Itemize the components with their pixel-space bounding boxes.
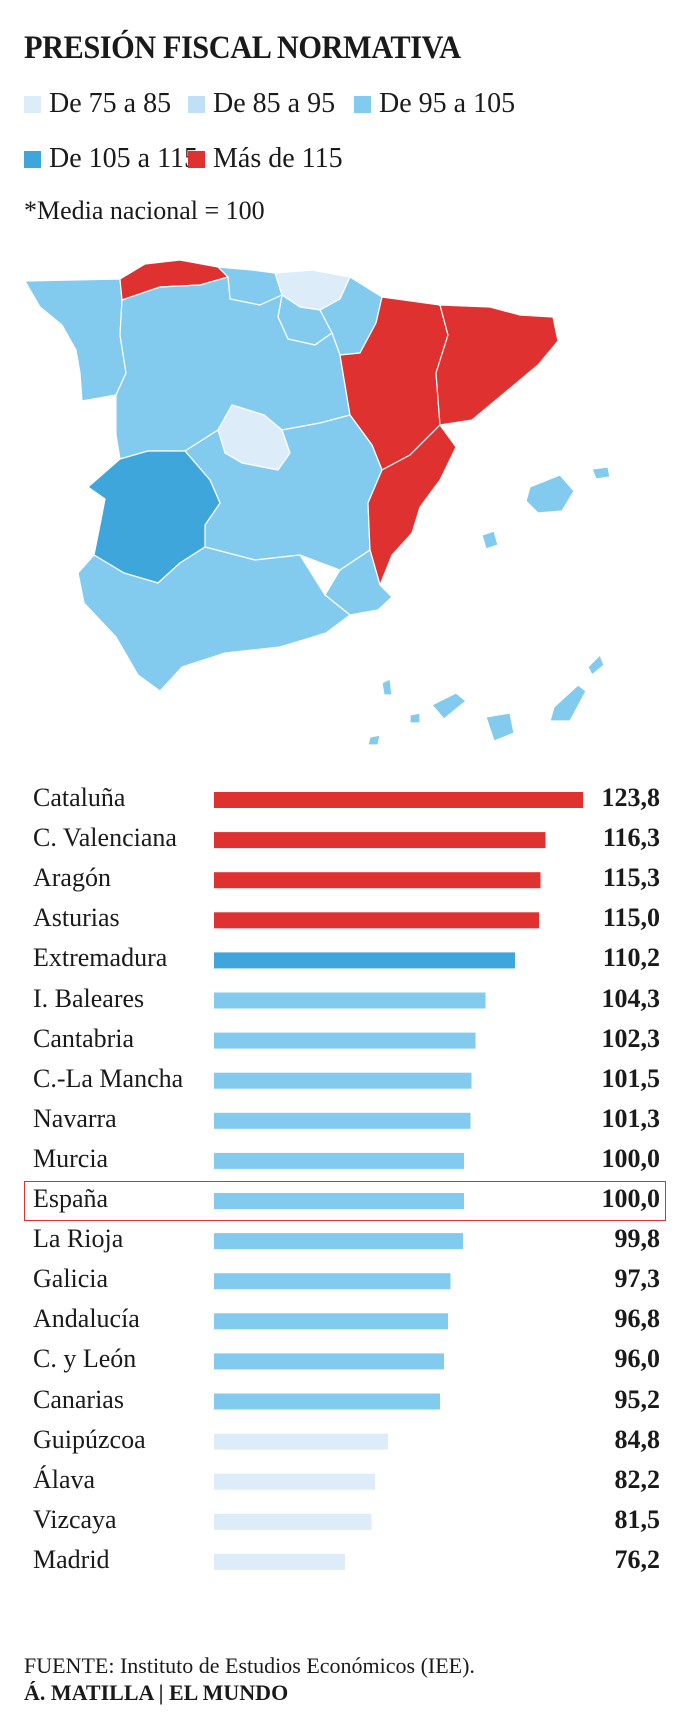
bar-extremadura bbox=[214, 952, 515, 969]
legend-item-85-95: De 85 a 95 bbox=[188, 88, 335, 120]
bar-label-la-rioja: La Rioja bbox=[33, 1224, 124, 1254]
bar-label-asturias: Asturias bbox=[33, 903, 120, 933]
map-region-canarias-gomera bbox=[409, 712, 421, 724]
bar-guipuzcoa bbox=[214, 1433, 388, 1450]
bar-value-extremadura: 110,2 bbox=[602, 943, 660, 973]
map-region-baleares-menorca bbox=[591, 466, 611, 480]
bar-label-cataluna: Cataluña bbox=[33, 783, 126, 812]
bar-i-baleares bbox=[214, 992, 486, 1009]
map-region-c-valenciana bbox=[367, 424, 457, 586]
bar-value-cantabria: 102,3 bbox=[601, 1023, 661, 1053]
bar-value-canarias: 95,2 bbox=[614, 1384, 661, 1414]
highlight-box-espana bbox=[24, 1181, 666, 1221]
bar-madrid bbox=[214, 1553, 345, 1570]
bar-label-madrid: Madrid bbox=[33, 1544, 110, 1574]
legend-label: Más de 115 bbox=[213, 143, 343, 174]
map-region-canarias-gran-canaria bbox=[485, 712, 515, 742]
bar-label-alava: Álava bbox=[33, 1464, 96, 1494]
map-region-canarias-fuerteventura bbox=[549, 684, 587, 722]
bar-aragon bbox=[214, 872, 541, 889]
bar-label-andalucia: Andalucía bbox=[33, 1304, 140, 1334]
bar-value-c-y-leon: 96,0 bbox=[614, 1344, 661, 1374]
legend-swatch bbox=[188, 95, 205, 113]
bar-espana bbox=[214, 1193, 464, 1209]
bar-value-murcia: 100,0 bbox=[601, 1143, 661, 1173]
bar-value-guipuzcoa: 84,8 bbox=[614, 1424, 661, 1454]
bar-cantabria bbox=[214, 1032, 476, 1049]
bar-label-canarias: Canarias bbox=[33, 1384, 124, 1414]
legend-item-105-115: De 105 a 115 bbox=[24, 143, 198, 175]
bar-value-la-rioja: 99,8 bbox=[614, 1224, 661, 1254]
legend-label: De 95 a 105 bbox=[379, 88, 516, 119]
map-region-cataluna bbox=[435, 304, 559, 426]
bar-label-c-valenciana: C. Valenciana bbox=[33, 823, 177, 853]
map-region-baleares-ibiza bbox=[481, 530, 499, 550]
bar-value-c-la-mancha: 101,5 bbox=[601, 1063, 661, 1093]
bar-asturias bbox=[214, 912, 539, 929]
bar-value-asturias: 115,0 bbox=[602, 903, 660, 933]
map-region-canarias-lanzarote bbox=[587, 654, 605, 676]
bar-label-murcia: Murcia bbox=[33, 1143, 109, 1173]
bar-andalucia bbox=[214, 1313, 448, 1330]
bar-value-alava: 82,2 bbox=[614, 1464, 661, 1494]
bar-navarra bbox=[214, 1112, 471, 1129]
bar-label-c-la-mancha: C.-La Mancha bbox=[33, 1063, 184, 1093]
map-region-andalucia bbox=[77, 546, 351, 692]
bar-value-aragon: 115,3 bbox=[602, 863, 660, 893]
legend-label: De 75 a 85 bbox=[49, 88, 172, 119]
map-region-canarias-tenerife bbox=[431, 692, 467, 720]
legend-label: De 105 a 115 bbox=[49, 143, 199, 174]
legend-item-75-85: De 75 a 85 bbox=[24, 88, 171, 120]
bar-label-espana: España bbox=[33, 1184, 109, 1213]
bar-label-aragon: Aragón bbox=[33, 863, 111, 893]
legend-swatch bbox=[24, 150, 41, 168]
map-region-canarias-la-palma bbox=[381, 678, 393, 696]
legend-item-more-115: Más de 115 bbox=[188, 143, 343, 175]
bar-label-navarra: Navarra bbox=[33, 1103, 117, 1133]
bar-c-la-mancha bbox=[214, 1072, 472, 1089]
map-region-baleares-mallorca bbox=[525, 474, 575, 514]
bar-galicia bbox=[214, 1273, 451, 1290]
bar-value-c-valenciana: 116,3 bbox=[602, 823, 660, 853]
legend-swatch bbox=[24, 95, 41, 113]
bar-value-galicia: 97,3 bbox=[614, 1264, 661, 1294]
bar-label-i-baleares: I. Baleares bbox=[33, 983, 145, 1013]
bar-c-valenciana bbox=[214, 832, 546, 849]
bar-vizcaya bbox=[214, 1513, 372, 1530]
bar-label-c-y-leon: C. y León bbox=[33, 1344, 137, 1374]
legend-swatch bbox=[354, 95, 371, 113]
bar-cataluna bbox=[214, 792, 583, 808]
bar-canarias bbox=[214, 1393, 440, 1410]
bar-label-cantabria: Cantabria bbox=[33, 1023, 135, 1053]
bar-value-madrid: 76,2 bbox=[614, 1544, 661, 1574]
average-note: *Media nacional = 100 bbox=[24, 196, 265, 225]
bar-value-cataluna: 123,8 bbox=[601, 783, 661, 812]
bar-value-vizcaya: 81,5 bbox=[614, 1504, 661, 1534]
chart-title: PRESIÓN FISCAL NORMATIVA bbox=[24, 30, 461, 66]
bar-value-i-baleares: 104,3 bbox=[601, 983, 661, 1013]
bar-value-navarra: 101,3 bbox=[601, 1103, 661, 1133]
bar-label-extremadura: Extremadura bbox=[33, 943, 168, 973]
legend-swatch bbox=[188, 150, 205, 168]
bar-label-vizcaya: Vizcaya bbox=[33, 1504, 117, 1534]
bar-value-andalucia: 96,8 bbox=[614, 1304, 661, 1334]
bar-label-guipuzcoa: Guipúzcoa bbox=[33, 1424, 146, 1454]
legend-item-95-105: De 95 a 105 bbox=[354, 88, 515, 120]
author-credit: Á. MATILLA | EL MUNDO bbox=[24, 1680, 289, 1705]
bar-label-galicia: Galicia bbox=[33, 1264, 109, 1294]
map-region-canarias-hierro bbox=[367, 734, 381, 746]
bar-murcia bbox=[214, 1152, 464, 1169]
bar-value-espana: 100,0 bbox=[601, 1184, 661, 1213]
bar-alava bbox=[214, 1473, 375, 1490]
bar-la-rioja bbox=[214, 1233, 463, 1250]
bar-c-y-leon bbox=[214, 1353, 444, 1370]
spain-map bbox=[24, 259, 611, 746]
legend-label: De 85 a 95 bbox=[213, 88, 336, 119]
source-text: FUENTE: Instituto de Estudios Económicos… bbox=[24, 1653, 475, 1678]
